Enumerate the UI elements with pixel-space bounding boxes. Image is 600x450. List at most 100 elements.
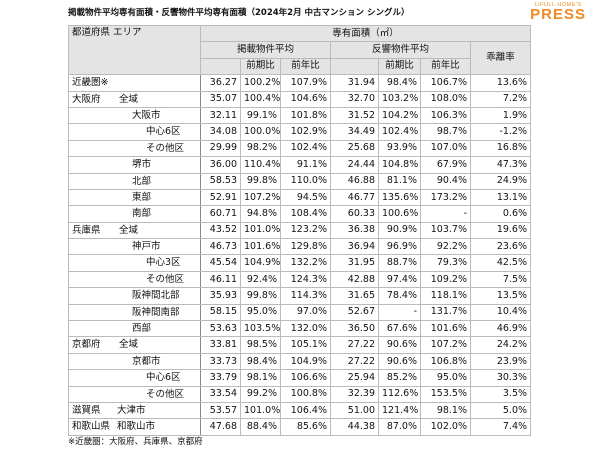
value-cell: 46.9% [469,320,532,338]
area: その他区 [146,273,185,285]
label-cell: 堺市 [68,156,201,174]
value-cell: 46.73 [200,238,241,256]
value-cell: 33.79 [200,369,241,387]
table-row: 滋賀県 大津市 53.57 101.0% 106.4% 51.00 121.4% 98.1% 5… [68,401,532,420]
label-cell: その他区 [68,270,201,289]
label-cell: 阪神間南部 [68,303,201,322]
value-cell: 131.7% [420,303,471,322]
header-cell: 乖離率 [469,41,532,76]
value-cell: 110.4% [240,156,281,174]
value-cell: 58.15 [200,303,241,322]
logo-main: PRESS [530,6,586,23]
value-cell: 103.5% [240,320,281,338]
value-cell: 29.99 [200,139,241,158]
value-cell: 106.7% [420,74,471,92]
value-cell: 35.07 [200,90,241,108]
value-cell: 90.6% [378,352,421,371]
label-cell: 北部 [68,172,201,190]
value-cell: 103.2% [378,90,421,108]
value-cell: 92.4% [240,270,281,289]
value-cell: - [420,205,471,223]
value-cell: 98.5% [240,336,281,354]
table-row: 京都府 全域 33.81 98.5% 105.1% 27.22 90.6% 107.2% 24.… [68,336,532,354]
title: 掲載物件平均専有面積・反響物件平均専有面積（2024年2月 中古マンション シン… [68,8,410,18]
value-cell: 31.65 [330,287,379,305]
value-cell: 98.7% [420,123,471,141]
value-cell: 31.95 [330,254,379,272]
area: 中心6区 [146,372,181,384]
value-cell: 90.9% [378,221,421,240]
value-cell: 101.0% [240,401,281,420]
table-row: 近畿圏※ 36.27 100.2% 107.9% 31.94 98.4% 106.7% 13.… [68,74,532,92]
value-cell: 104.9% [240,254,281,272]
value-cell: 25.68 [330,139,379,158]
value-cell: 16.8% [469,139,532,158]
area: 西部 [132,323,152,335]
table-row: 西部 53.63 103.5% 132.0% 36.50 67.6% 101.6% 46.9% [68,320,532,338]
table-row: 中心6区 33.79 98.1% 106.6% 25.94 85.2% 95.0% 30.3% [68,369,532,387]
value-cell: 24.2% [469,336,532,354]
value-cell: 32.11 [200,106,241,125]
label-cell: 和歌山県 和歌山市 [68,418,201,436]
value-cell: 114.3% [280,287,331,305]
value-cell: 101.6% [420,320,471,338]
value-cell: 44.38 [330,418,379,436]
header-cell: 前年比 [420,57,471,76]
value-cell: 95.0% [240,303,281,322]
area: その他区 [146,142,185,154]
table-row: 京都市 33.73 98.4% 104.9% 27.22 90.6% 106.8% 23.9% [68,352,532,371]
label-cell: 中心6区 [68,123,201,141]
value-cell: 51.00 [330,401,379,420]
value-cell: 67.9% [420,156,471,174]
area: 北部 [132,175,152,187]
value-cell: 23.9% [469,352,532,371]
area: 堺市 [132,159,152,171]
value-cell: 42.88 [330,270,379,289]
value-cell: 90.4% [420,172,471,190]
value-cell: 42.5% [469,254,532,272]
value-cell: 85.6% [280,418,331,436]
header-cell: 都道府県 エリア [68,24,201,76]
label-cell: 阪神間北部 [68,287,201,305]
value-cell: 58.53 [200,172,241,190]
value-cell: 100.6% [378,205,421,223]
value-cell: 27.22 [330,352,379,371]
value-cell: 98.2% [240,139,281,158]
label-cell: 神戸市 [68,238,201,256]
value-cell: 96.9% [378,238,421,256]
value-cell: 33.54 [200,385,241,403]
value-cell: 53.57 [200,401,241,420]
value-cell: 33.81 [200,336,241,354]
area: 全域 [119,93,139,105]
area: 京都市 [132,355,161,367]
table-row: 前期比 前年比 前期比 前年比 [69,57,531,76]
label-cell: 東部 [68,188,201,207]
logo: LIFULL HOME'S PRESS [530,2,586,22]
area: 大津市 [117,404,146,416]
value-cell: 13.5% [469,287,532,305]
value-cell: 121.4% [378,401,421,420]
value-cell: 79.3% [420,254,471,272]
prefecture: 兵庫県 [72,224,101,236]
value-cell: 124.3% [280,270,331,289]
header-cell [330,57,379,76]
value-cell: 60.71 [200,205,241,223]
logo-top: LIFULL HOME'S [534,2,582,8]
table-row: 中心6区 34.08 100.0% 102.9% 34.49 102.4% 98.7% -1.… [68,123,532,141]
value-cell: 129.8% [280,238,331,256]
value-cell: 99.8% [240,172,281,190]
value-cell: 97.0% [280,303,331,322]
value-cell: 132.2% [280,254,331,272]
label-cell: 兵庫県 全域 [68,221,201,240]
value-cell: 106.6% [280,369,331,387]
area: 全域 [119,339,139,351]
value-cell: -1.2% [469,123,532,141]
value-cell: 43.52 [200,221,241,240]
area: 和歌山市 [117,421,156,433]
value-cell: 100.8% [280,385,331,403]
value-cell: 112.6% [378,385,421,403]
label-cell: 近畿圏※ [68,74,201,92]
value-cell: 34.08 [200,123,241,141]
value-cell: - [378,303,421,322]
value-cell: 19.6% [469,221,532,240]
